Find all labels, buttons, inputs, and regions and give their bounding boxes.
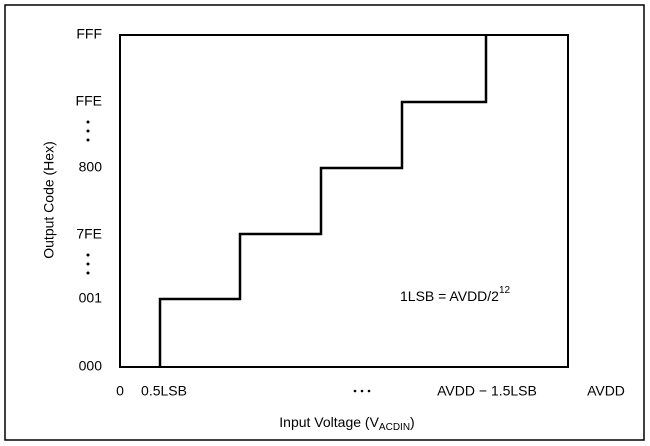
x-axis-title-text: Input Voltage (V <box>279 414 379 430</box>
x-axis-title-subscript: ACDIN <box>379 422 410 433</box>
annotation-superscript: 12 <box>499 285 511 296</box>
y-label: 000 <box>79 358 103 374</box>
x-axis-title-suffix: ) <box>410 414 415 430</box>
x-label: 0.5LSB <box>141 383 187 399</box>
x-label: AVDD <box>587 383 625 399</box>
frame <box>4 4 645 441</box>
x-label: AVDD − 1.5LSB <box>437 383 537 399</box>
vertical-ellipsis <box>86 120 90 275</box>
transfer-staircase <box>158 35 488 367</box>
horizontal-ellipsis <box>353 389 371 393</box>
y-label: 800 <box>79 159 103 175</box>
x-axis-title: Input Voltage (VACDIN) <box>279 414 414 433</box>
y-label: 001 <box>79 290 103 306</box>
y-axis-title: Output Code (Hex) <box>41 141 57 259</box>
annotation-text: 1LSB = AVDD/2 <box>400 288 499 304</box>
y-label: 7FE <box>76 226 102 242</box>
x-labels: 0 0.5LSB AVDD − 1.5LSB AVDD <box>116 383 625 399</box>
plot-box <box>119 34 569 368</box>
y-labels: FFF FFE 800 7FE 001 000 <box>76 26 103 374</box>
y-label: FFE <box>76 93 102 109</box>
lsb-annotation: 1LSB = AVDD/212 <box>400 285 511 304</box>
y-label: FFF <box>76 26 102 42</box>
x-label: 0 <box>116 383 124 399</box>
